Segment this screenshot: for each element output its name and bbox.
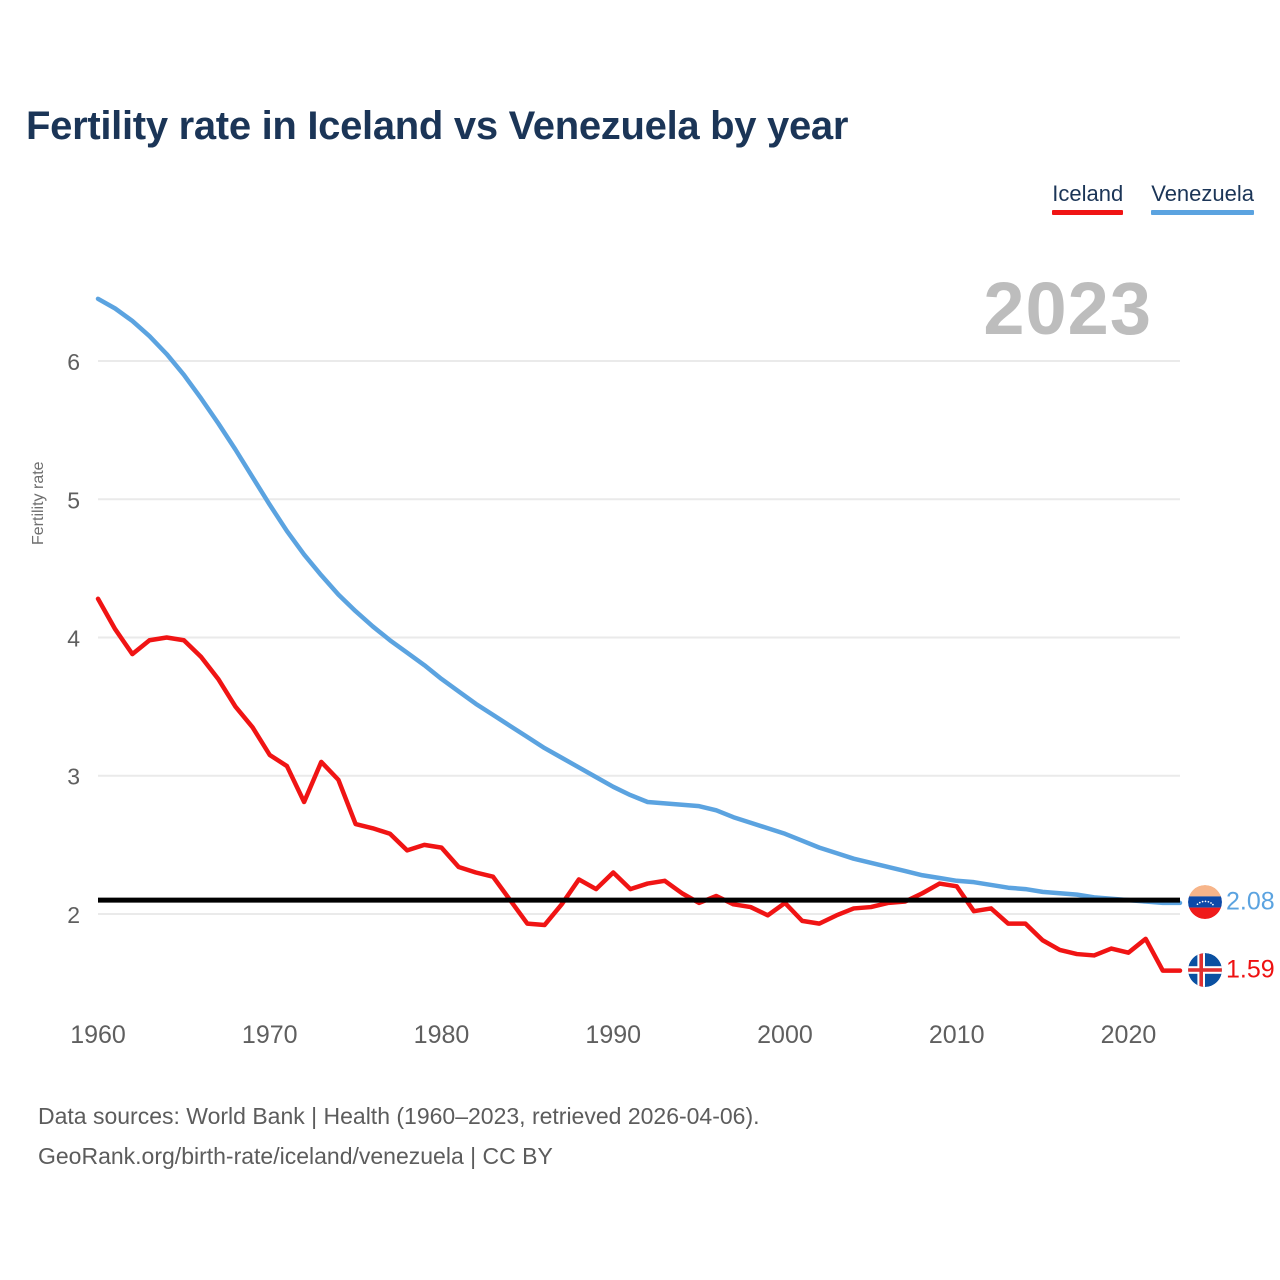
x-tick-label: 1990 [585, 1021, 641, 1049]
x-tick-label: 1960 [70, 1021, 126, 1049]
y-tick-label: 3 [67, 764, 80, 790]
series-line-venezuela [95, 296, 1183, 906]
series-line-iceland [95, 596, 1183, 973]
end-value-iceland: 1.59 [1226, 955, 1275, 984]
legend-swatch-venezuela [1151, 210, 1254, 216]
legend-item-venezuela[interactable]: Venezuela [1151, 181, 1254, 216]
x-tick-label: 2010 [929, 1021, 985, 1049]
y-tick-label: 4 [67, 626, 80, 652]
end-label-iceland: 1.59 [1188, 952, 1275, 987]
x-tick-label: 1970 [242, 1021, 298, 1049]
y-tick-label: 2 [67, 902, 80, 928]
footer-credits: Data sources: World Bank | Health (1960–… [38, 1096, 760, 1177]
end-label-venezuela: 2.08 [1188, 884, 1275, 919]
footer-url-license: GeoRank.org/birth-rate/iceland/venezuela… [38, 1142, 553, 1169]
y-tick-label: 6 [67, 349, 80, 375]
legend-swatch-iceland [1052, 210, 1124, 216]
iceland-flag-icon [1188, 952, 1222, 987]
page-title: Fertility rate in Iceland vs Venezuela b… [26, 104, 849, 148]
legend-item-iceland[interactable]: Iceland [1052, 181, 1124, 216]
y-tick-label: 5 [67, 487, 80, 513]
x-tick-label: 2020 [1101, 1021, 1157, 1049]
footer-data-sources: Data sources: World Bank | Health (1960–… [38, 1102, 760, 1129]
chart-legend: Iceland Venezuela [1052, 181, 1254, 216]
venezuela-flag-icon [1188, 884, 1222, 919]
year-watermark: 2023 [983, 267, 1152, 350]
legend-label-iceland: Iceland [1052, 181, 1124, 206]
x-tick-label: 1980 [414, 1021, 470, 1049]
legend-label-venezuela: Venezuela [1151, 181, 1254, 206]
end-value-venezuela: 2.08 [1226, 887, 1275, 916]
x-tick-label: 2000 [757, 1021, 813, 1049]
